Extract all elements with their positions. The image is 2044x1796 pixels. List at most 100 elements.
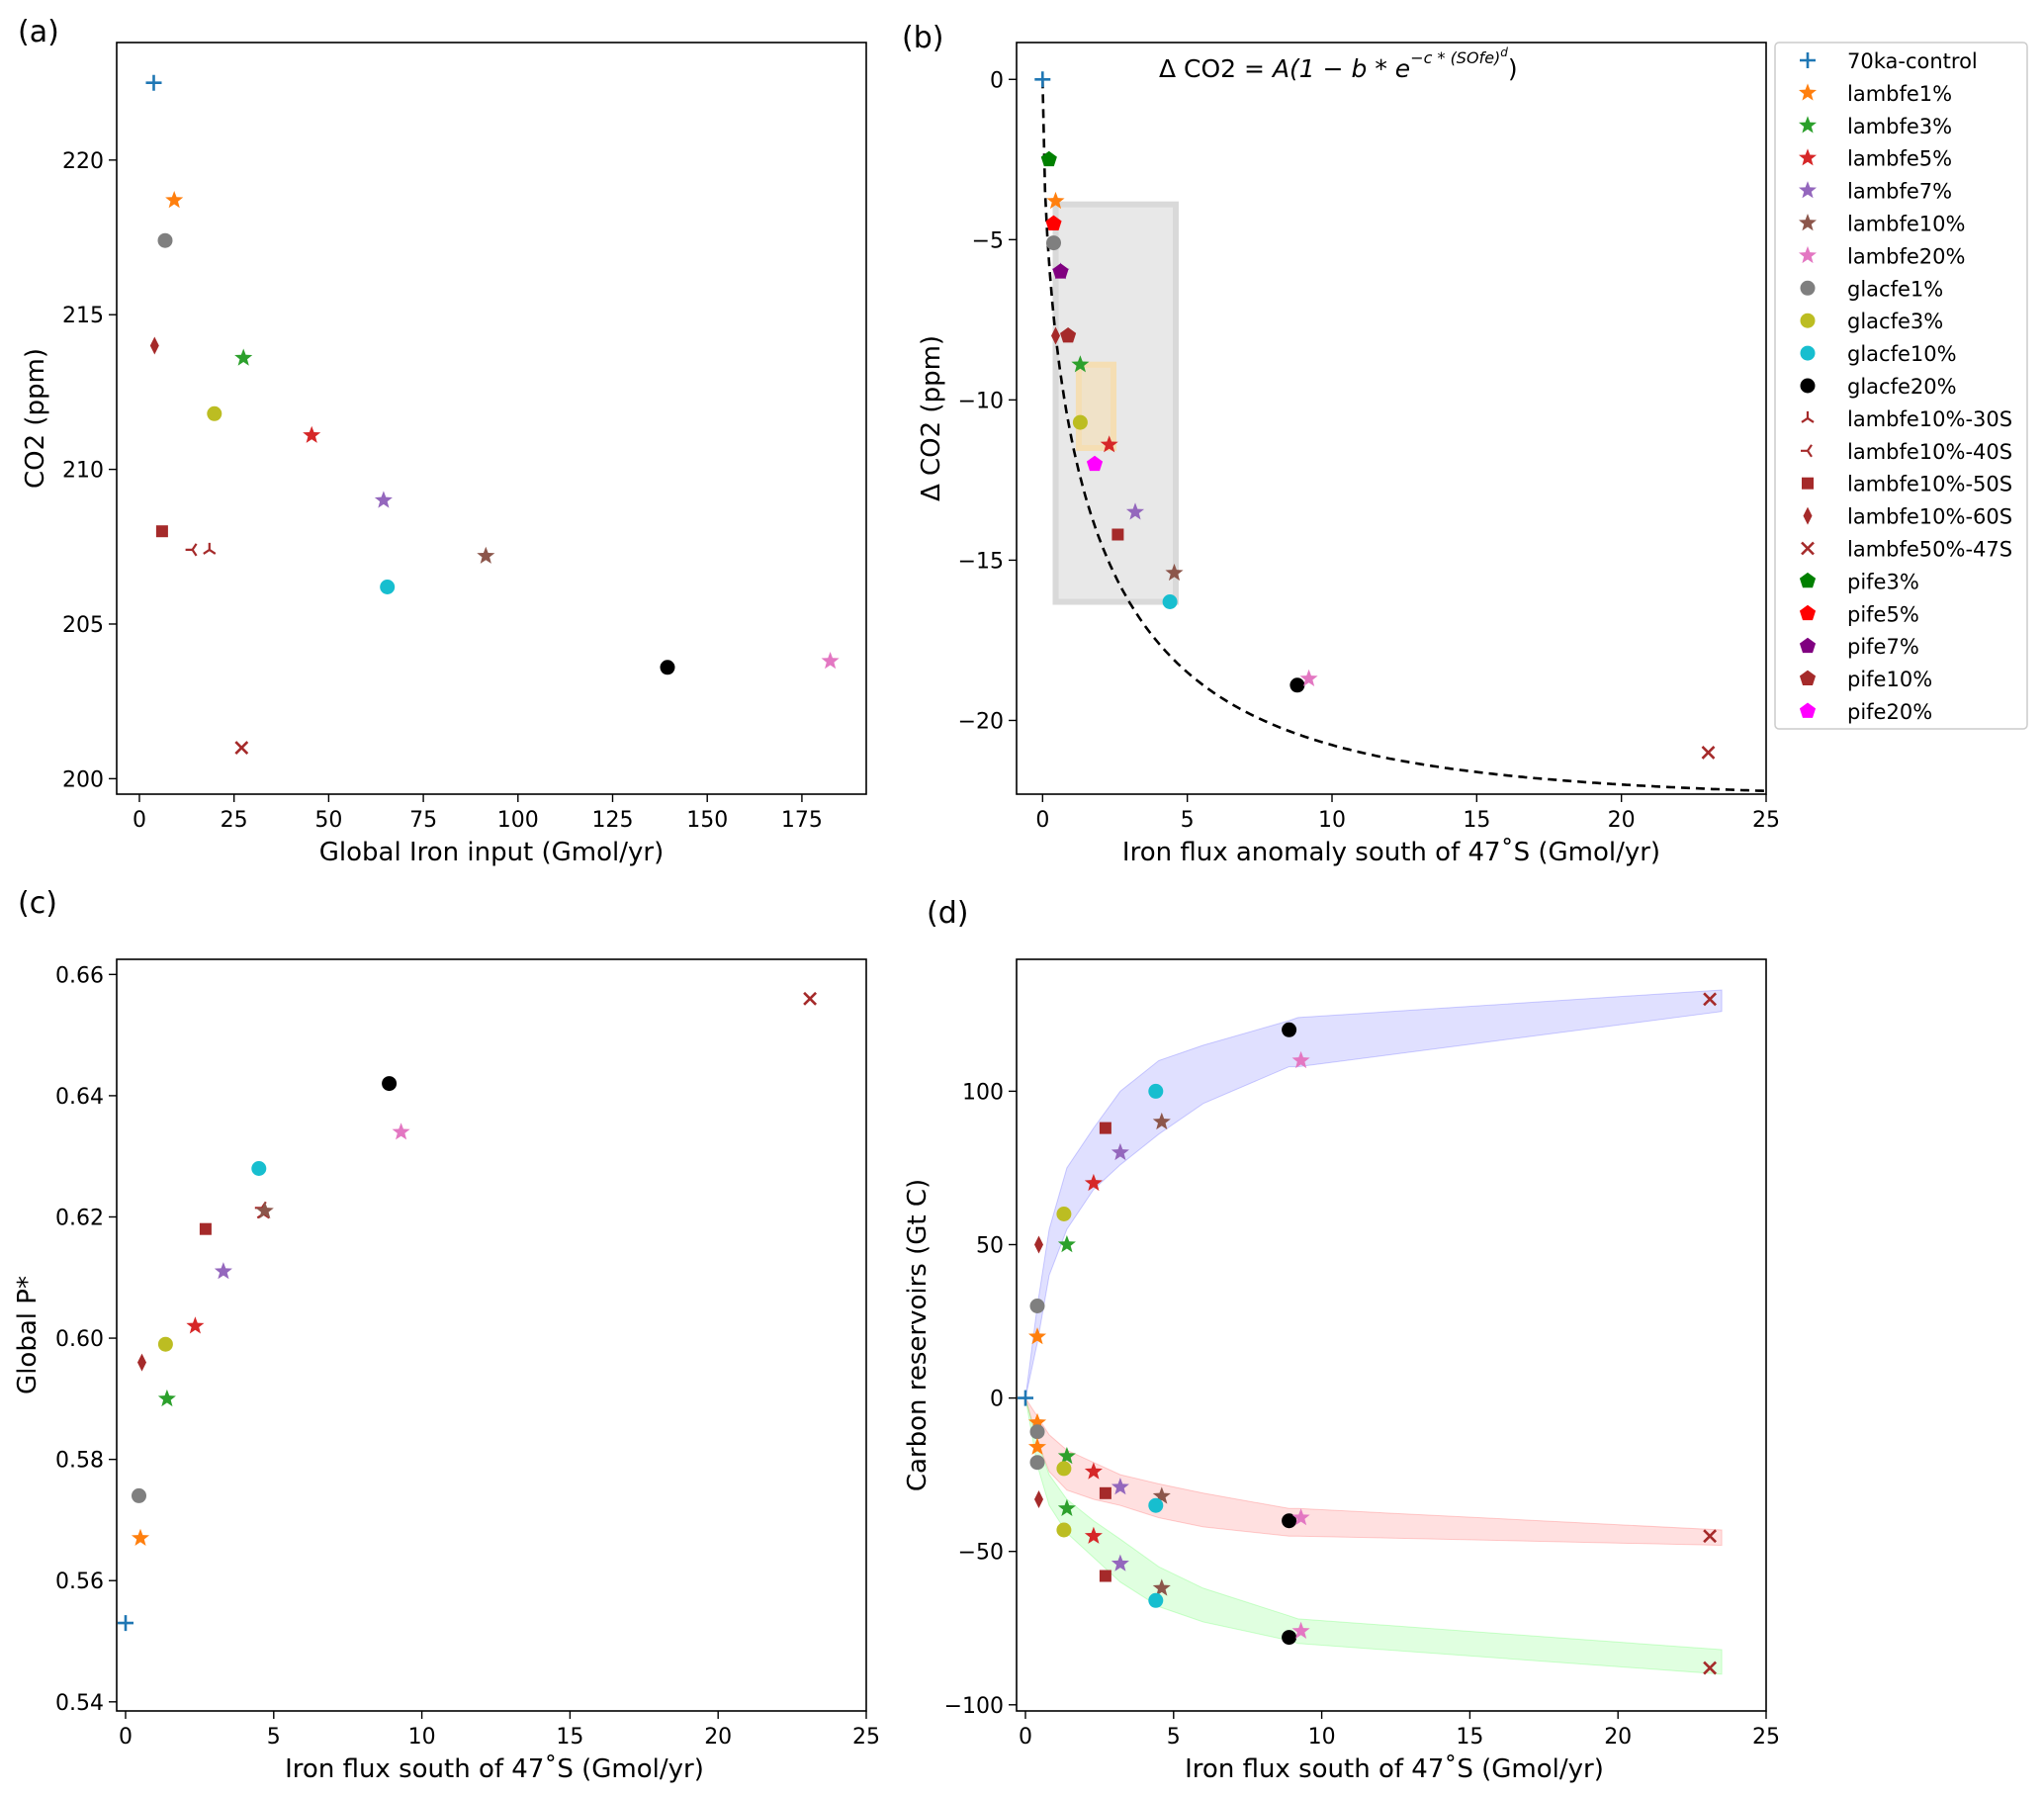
point-lambfe10 bbox=[255, 1201, 274, 1219]
point-lambfe1 bbox=[1046, 191, 1065, 210]
legend-marker bbox=[1798, 83, 1818, 101]
legend-label: lambfe10%-40S bbox=[1847, 440, 2012, 464]
legend-label: lambfe10%-50S bbox=[1847, 473, 2012, 496]
legend-marker bbox=[1800, 378, 1816, 394]
blue-band bbox=[1024, 989, 1723, 1398]
point-lambfe10-50S bbox=[155, 525, 168, 538]
xtick-label: 175 bbox=[781, 808, 823, 833]
xtick-label: 125 bbox=[592, 808, 634, 833]
point-glacfe1 bbox=[1046, 235, 1061, 251]
point-pife10 bbox=[1060, 327, 1077, 343]
point-glacfe3 bbox=[1072, 414, 1088, 430]
point-lambfe7 bbox=[214, 1262, 232, 1280]
point-lambfe3 bbox=[1057, 1235, 1076, 1253]
legend-label: lambfe10%-60S bbox=[1847, 505, 2012, 529]
legend-marker bbox=[1801, 410, 1815, 423]
point-lambfe5 bbox=[1084, 1462, 1103, 1480]
point-lambfe50-47S bbox=[1703, 1661, 1718, 1675]
legend-marker bbox=[1798, 245, 1818, 264]
xtick-label: 20 bbox=[704, 1725, 732, 1750]
legend-label: pife7% bbox=[1847, 635, 1919, 659]
point-glacfe20 bbox=[382, 1076, 398, 1092]
panel-label-b: (b) bbox=[902, 21, 943, 55]
point-lambfe1 bbox=[1027, 1437, 1047, 1455]
point-glacfe1 bbox=[157, 232, 173, 248]
point-lambfe7 bbox=[1111, 1478, 1129, 1495]
point-glacfe1 bbox=[1029, 1455, 1045, 1471]
legend-label: pife10% bbox=[1847, 668, 1932, 691]
legend-label: lambfe10%-30S bbox=[1847, 407, 2012, 431]
point-lambfe3 bbox=[157, 1389, 176, 1407]
legend-label: lambfe3% bbox=[1847, 115, 1952, 138]
xtick-label: 0 bbox=[133, 808, 146, 833]
ytick-label: 220 bbox=[62, 149, 104, 174]
xtick-label: 0 bbox=[119, 1725, 133, 1750]
point-glacfe20 bbox=[1289, 677, 1305, 693]
ytick-label: 200 bbox=[62, 767, 104, 792]
panel-a-marks bbox=[145, 74, 840, 756]
point-lambfe10-60S bbox=[1034, 1235, 1043, 1254]
point-lambfe10 bbox=[477, 546, 495, 564]
xtick-label: 15 bbox=[1463, 808, 1490, 833]
panel-d: (d) 0 5 10 15 20 25 −100 −50 0 50 100 Iron flux so… bbox=[903, 896, 1780, 1784]
ytick-label: 215 bbox=[62, 304, 104, 328]
point-lambfe10-60S bbox=[1034, 1490, 1043, 1508]
point-glacfe1 bbox=[1029, 1299, 1045, 1313]
legend-marker bbox=[1798, 214, 1818, 231]
legend-entries: 70ka-control lambfe1% lambfe3% lambfe5% lamb… bbox=[1798, 49, 2012, 724]
point-lambfe1 bbox=[165, 191, 184, 209]
point-lambfe10-50S bbox=[1099, 1570, 1111, 1582]
panel-b-ticks: 0 5 10 15 20 25 0 −5 −10 −15 −20 bbox=[958, 68, 1780, 833]
legend-label: lambfe1% bbox=[1847, 82, 1952, 106]
ytick-label: −15 bbox=[958, 549, 1004, 574]
legend-marker bbox=[1798, 116, 1818, 134]
point-lambfe3 bbox=[234, 348, 253, 366]
legend-marker bbox=[1802, 477, 1814, 490]
point-lambfe20 bbox=[1291, 1621, 1310, 1639]
point-glacfe3 bbox=[1056, 1461, 1072, 1477]
ytick-label: 0.64 bbox=[55, 1085, 104, 1110]
point-pife20 bbox=[1086, 455, 1104, 472]
xtick-label: 10 bbox=[408, 1725, 436, 1750]
legend-label: glacfe3% bbox=[1847, 310, 1943, 333]
point-lambfe50-47S bbox=[803, 991, 818, 1006]
point-pife5 bbox=[1045, 215, 1062, 230]
xtick-label: 75 bbox=[409, 808, 437, 833]
point-70ka-control bbox=[118, 1615, 133, 1632]
legend-label: lambfe10% bbox=[1847, 213, 1965, 236]
point-lambfe10 bbox=[1152, 1486, 1171, 1504]
legend-label: lambfe50%-47S bbox=[1847, 538, 2012, 562]
legend-label: glacfe1% bbox=[1847, 277, 1943, 301]
xtick-label: 15 bbox=[556, 1725, 583, 1750]
legend-marker bbox=[1803, 506, 1813, 525]
legend-marker bbox=[1801, 444, 1813, 458]
point-lambfe5 bbox=[186, 1316, 205, 1334]
xtick-label: 10 bbox=[1318, 808, 1346, 833]
point-glacfe3 bbox=[157, 1336, 173, 1352]
ytick-label: 0.60 bbox=[55, 1327, 104, 1352]
xtick-label: 5 bbox=[1167, 1725, 1181, 1750]
ytick-label: 50 bbox=[976, 1233, 1004, 1258]
panel-c-xlabel: Iron flux south of 47˚S (Gmol/yr) bbox=[285, 1754, 704, 1784]
legend-label: pife3% bbox=[1847, 570, 1919, 593]
panel-c-frame bbox=[116, 958, 867, 1712]
legend-label: 70ka-control bbox=[1847, 49, 1978, 73]
point-glacfe20 bbox=[660, 660, 675, 675]
point-lambfe7 bbox=[1125, 502, 1145, 520]
point-lambfe7 bbox=[374, 491, 393, 508]
point-pife3 bbox=[1040, 150, 1057, 167]
panel-b-ylabel: Δ CO2 (ppm) bbox=[917, 335, 946, 501]
legend-marker bbox=[1800, 280, 1816, 296]
point-glacfe10 bbox=[1162, 594, 1178, 609]
point-glacfe20 bbox=[1282, 1022, 1297, 1037]
xtick-label: 25 bbox=[221, 808, 248, 833]
point-lambfe1 bbox=[131, 1528, 150, 1546]
panel-b-marks bbox=[1034, 71, 1716, 760]
point-lambfe10 bbox=[1152, 1112, 1171, 1130]
point-glacfe10 bbox=[251, 1161, 267, 1176]
legend-marker bbox=[1798, 148, 1818, 166]
point-glacfe1 bbox=[1029, 1424, 1045, 1440]
point-lambfe1 bbox=[1027, 1327, 1047, 1345]
ytick-label: 210 bbox=[62, 459, 104, 484]
xtick-label: 100 bbox=[497, 808, 539, 833]
